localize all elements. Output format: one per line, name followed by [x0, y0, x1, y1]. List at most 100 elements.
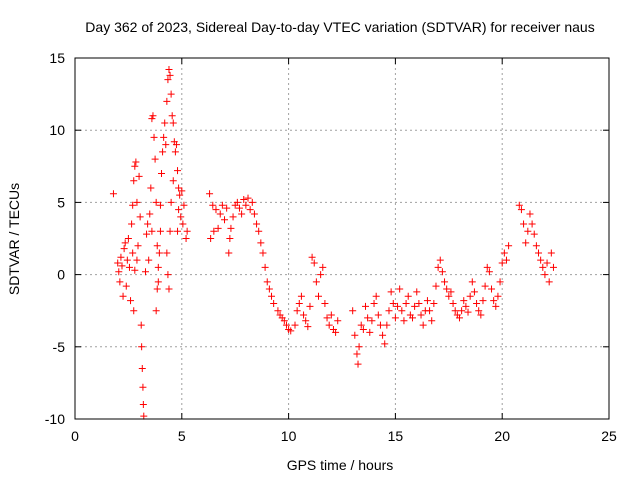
data-point: [169, 119, 177, 127]
data-point: [366, 328, 374, 336]
data-point: [502, 256, 510, 264]
data-point: [408, 314, 416, 322]
data-point: [374, 311, 382, 319]
data-point: [155, 249, 163, 257]
y-tick-label: 10: [49, 122, 65, 138]
data-point: [464, 308, 472, 316]
data-point: [206, 190, 214, 198]
data-point: [354, 360, 362, 368]
data-point: [488, 285, 496, 293]
data-point: [302, 317, 310, 325]
data-point: [130, 177, 138, 185]
data-point: [541, 271, 549, 279]
data-point: [150, 133, 158, 141]
data-point: [537, 256, 545, 264]
y-tick-label: 0: [57, 267, 65, 283]
data-point: [124, 235, 132, 242]
data-point: [127, 297, 135, 305]
data-point: [274, 307, 282, 315]
data-point: [229, 213, 237, 221]
data-point: [496, 278, 504, 286]
y-axis-label: SDTVAR / TECUs: [6, 183, 22, 295]
data-point: [293, 307, 301, 315]
data-point: [132, 158, 140, 166]
data-point: [160, 133, 168, 141]
data-point: [376, 321, 384, 329]
data-point: [128, 220, 136, 228]
data-point: [455, 314, 463, 322]
data-point: [310, 259, 318, 267]
data-point: [168, 112, 176, 120]
data-point: [434, 263, 442, 271]
data-point: [131, 266, 139, 274]
data-point: [153, 242, 161, 250]
data-point: [159, 148, 167, 156]
data-point: [287, 327, 295, 335]
data-point: [473, 299, 481, 307]
data-point: [255, 227, 263, 235]
data-point: [183, 227, 191, 235]
data-point: [349, 307, 357, 315]
data-point: [441, 278, 449, 286]
data-point: [295, 299, 303, 307]
data-point: [133, 198, 141, 206]
data-point: [134, 242, 142, 250]
data-series-sdtvar: [109, 66, 557, 420]
data-point: [163, 249, 171, 257]
data-point: [240, 196, 248, 204]
data-point: [119, 292, 127, 300]
data-point: [351, 331, 359, 339]
data-point: [334, 317, 342, 325]
data-point: [162, 141, 170, 149]
data-point: [462, 302, 470, 310]
data-point: [149, 112, 157, 120]
axis-ticks: 0 5 10 15 20 25 -10 -5 0 5 10 15: [45, 50, 617, 444]
data-point: [114, 259, 122, 267]
x-tick-label: 25: [601, 428, 617, 444]
data-point: [121, 239, 129, 247]
data-point: [167, 198, 175, 206]
data-point: [451, 307, 459, 315]
data-point: [315, 292, 323, 300]
data-point: [430, 299, 438, 307]
data-point: [547, 249, 555, 257]
data-point: [125, 263, 133, 271]
data-point: [179, 220, 187, 228]
data-point: [156, 227, 164, 235]
data-point: [143, 230, 151, 238]
data-point: [417, 311, 425, 319]
data-point: [470, 288, 478, 296]
data-point: [505, 242, 513, 250]
data-point: [261, 263, 269, 271]
data-point: [361, 302, 369, 310]
data-point: [138, 343, 146, 351]
data-point: [297, 292, 305, 300]
data-point: [383, 321, 391, 329]
data-point: [381, 340, 389, 348]
x-tick-label: 15: [388, 428, 404, 444]
data-point: [226, 235, 234, 242]
data-point: [432, 282, 440, 290]
data-point: [411, 302, 419, 310]
data-point: [304, 323, 312, 331]
data-point: [164, 76, 172, 84]
data-point: [174, 167, 182, 175]
data-point: [144, 220, 152, 228]
x-tick-label: 10: [281, 428, 297, 444]
data-point: [445, 292, 453, 300]
data-point: [370, 299, 378, 307]
grid: [75, 58, 609, 419]
data-point: [522, 239, 530, 247]
data-point: [483, 263, 491, 271]
data-point: [460, 297, 468, 305]
data-point: [133, 256, 141, 264]
data-point: [145, 256, 153, 264]
data-point: [270, 299, 278, 307]
data-point: [182, 235, 190, 242]
data-point: [498, 259, 506, 267]
data-point: [163, 97, 171, 105]
data-point: [151, 155, 159, 163]
data-point: [164, 271, 172, 279]
data-point: [250, 210, 258, 218]
